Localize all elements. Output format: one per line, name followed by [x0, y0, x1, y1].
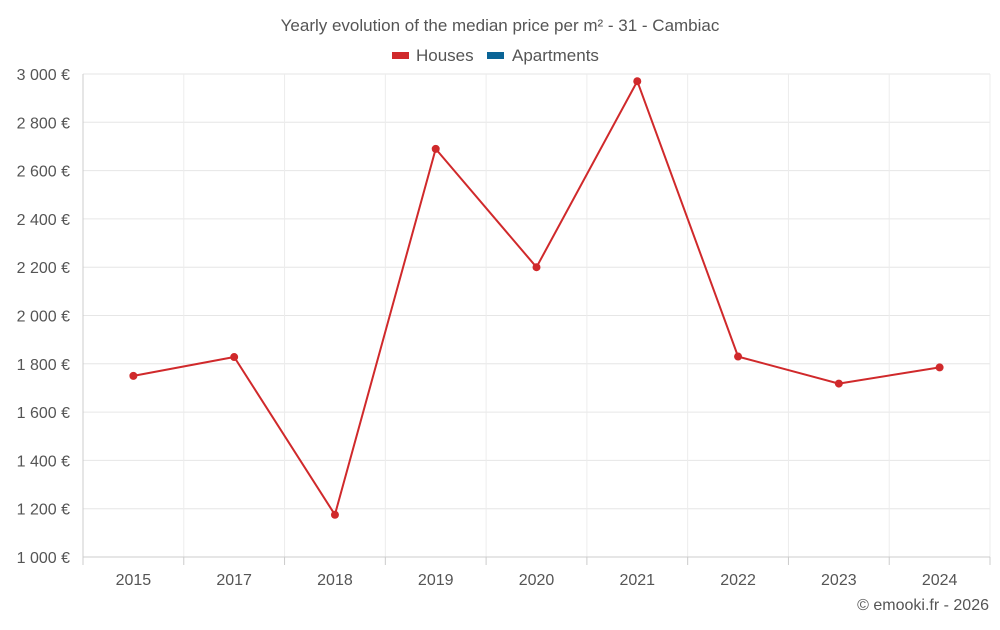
- data-point[interactable]: [532, 263, 541, 272]
- series-layer: [129, 77, 944, 519]
- y-tick-label: 1 400 €: [17, 453, 70, 470]
- legend: Houses Apartments: [392, 46, 599, 65]
- legend-item-houses[interactable]: Houses: [392, 46, 474, 65]
- x-tick-label: 2015: [116, 572, 152, 589]
- x-tick-label: 2023: [821, 572, 857, 589]
- y-tick-label: 2 600 €: [17, 164, 70, 181]
- data-point[interactable]: [129, 371, 138, 380]
- y-tick-label: 2 400 €: [17, 212, 70, 229]
- y-tick-label: 1 800 €: [17, 357, 70, 374]
- x-tick-label: 2017: [216, 572, 252, 589]
- y-tick-label: 1 200 €: [17, 502, 70, 519]
- y-axis: 1 000 € 1 200 € 1 400 € 1 600 € 1 800 € 2 000…: [17, 67, 84, 567]
- data-point[interactable]: [834, 379, 843, 388]
- series-line-houses: [133, 80, 940, 516]
- credit-text: © emooki.fr - 2026: [857, 597, 989, 614]
- x-tick-label: 2018: [317, 572, 353, 589]
- chart-title: Yearly evolution of the median price per…: [281, 16, 720, 35]
- x-tick-label: 2022: [720, 572, 756, 589]
- y-tick-label: 1 000 €: [17, 550, 70, 567]
- x-tick-label: 2021: [619, 572, 655, 589]
- data-point[interactable]: [330, 510, 339, 519]
- data-point[interactable]: [230, 353, 239, 362]
- y-tick-label: 2 800 €: [17, 115, 70, 132]
- x-axis: 2015 2017 2018 2019 2020 2021 2022 2023 2024: [82, 556, 991, 589]
- data-point[interactable]: [734, 352, 743, 361]
- y-tick-label: 2 000 €: [17, 309, 70, 326]
- legend-item-apartments[interactable]: Apartments: [487, 46, 599, 65]
- x-tick-label: 2024: [922, 572, 958, 589]
- legend-swatch-houses: [392, 52, 409, 59]
- x-tick-label: 2020: [519, 572, 555, 589]
- legend-label-houses: Houses: [416, 46, 474, 65]
- legend-swatch-apartments: [487, 52, 504, 59]
- x-tick-label: 2019: [418, 572, 454, 589]
- data-point[interactable]: [633, 77, 642, 86]
- data-point[interactable]: [935, 363, 944, 372]
- y-tick-label: 1 600 €: [17, 405, 70, 422]
- grid: [82, 73, 991, 558]
- data-point[interactable]: [431, 144, 440, 153]
- y-tick-label: 3 000 €: [17, 67, 70, 84]
- legend-label-apartments: Apartments: [512, 46, 599, 65]
- y-tick-label: 2 200 €: [17, 260, 70, 277]
